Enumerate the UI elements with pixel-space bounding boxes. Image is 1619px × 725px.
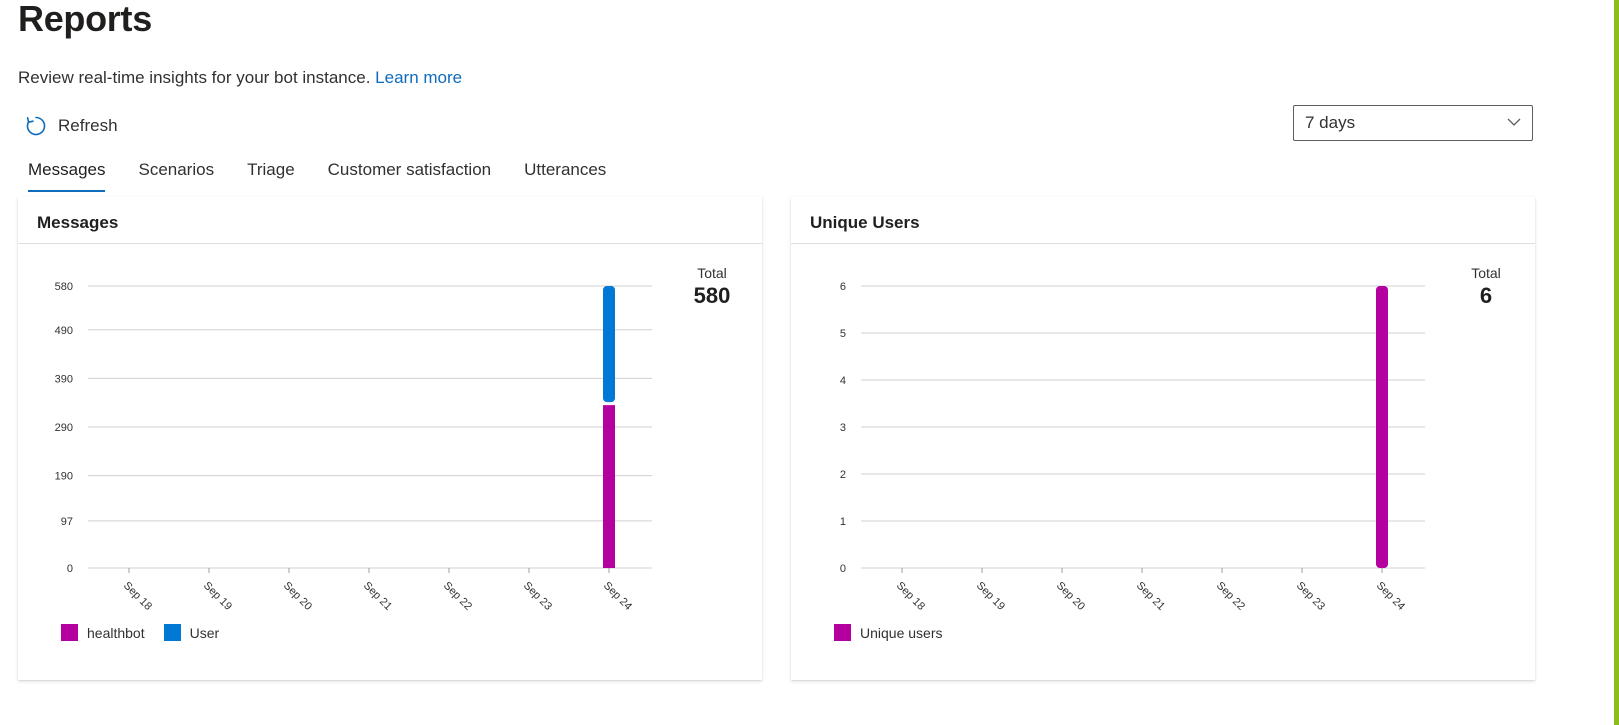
unique-users-chart: 0 1 2 3 4 5 6 Sep 18 Sep 19 Sep 20 Sep 21 Sep 22 Sep… [840,281,1425,613]
tab-messages[interactable]: Messages [28,160,106,192]
legend-swatch-user [163,624,181,641]
date-range-dropdown[interactable]: 7 days [1293,105,1533,141]
legend-swatch-healthbot [61,624,78,641]
unique-users-card-title: Unique Users [791,197,1535,244]
right-edge-accent [1614,0,1619,725]
legend-swatch-unique-users [834,624,851,641]
learn-more-link[interactable]: Learn more [375,68,463,87]
y-tick-label: 4 [840,375,846,387]
y-tick-label: 97 [61,516,73,528]
x-tick-label: Sep 19 [974,580,1007,613]
x-tick-label: Sep 24 [601,580,634,613]
y-tick-label: 580 [55,281,73,293]
y-tick-label: 2 [840,469,846,481]
y-tick-label: 3 [840,422,846,434]
legend-item-healthbot[interactable]: healthbot [61,624,145,641]
bar-user-sep-24 [603,286,615,403]
y-tick-label: 0 [840,563,846,575]
x-tick-label: Sep 22 [1214,580,1247,613]
y-tick-label: 5 [840,328,846,340]
description-text: Review real-time insights for your bot i… [18,68,371,87]
y-tick-label: 390 [55,373,73,385]
legend-label-user: User [189,624,220,641]
bar-healthbot-sep-24 [603,405,615,568]
x-tick-label: Sep 22 [441,580,474,613]
messages-card-title: Messages [18,197,762,244]
legend-item-user[interactable]: User [163,624,220,641]
legend-item-unique-users[interactable]: Unique users [834,624,943,641]
y-tick-label: 490 [55,325,73,337]
x-tick-label: Sep 19 [201,580,234,613]
messages-card: Messages 0 97 190 290 390 490 580 Sep 18 Sep 19 S… [18,197,762,680]
y-tick-label: 190 [55,471,73,483]
y-tick-label: 6 [840,281,846,293]
legend-label-unique-users: Unique users [860,624,943,641]
y-tick-label: 0 [67,563,73,575]
x-tick-label: Sep 21 [361,580,394,613]
x-tick-label: Sep 23 [1294,580,1327,613]
unique-users-total-value: 6 [1479,283,1493,308]
tab-utterances[interactable]: Utterances [524,160,607,179]
unique-users-card: Unique Users 0 1 2 3 4 5 6 Sep 18 Sep 19 Sep 20 Se… [791,197,1535,680]
messages-legend: healthbot User [61,624,238,641]
x-tick-label: Sep 24 [1374,580,1407,613]
messages-total-label: Total [697,265,727,281]
legend-label-healthbot: healthbot [87,624,145,641]
date-range-value: 7 days [1305,113,1356,132]
report-tabs: Messages Scenarios Triage Customer satis… [28,160,639,192]
x-tick-label: Sep 18 [121,580,154,613]
page-title: Reports [18,0,152,39]
messages-chart: 0 97 190 290 390 490 580 Sep 18 Sep 19 Sep 20 Sep … [55,281,652,613]
bar-unique-users-sep-24 [1376,286,1388,568]
unique-users-total-label: Total [1471,265,1501,281]
messages-total-value: 580 [693,283,731,308]
page-description: Review real-time insights for your bot i… [18,68,462,88]
x-tick-label: Sep 18 [894,580,927,613]
y-tick-label: 290 [55,422,73,434]
x-tick-label: Sep 20 [1054,580,1087,613]
refresh-label: Refresh [58,116,118,135]
tab-triage[interactable]: Triage [247,160,295,179]
unique-users-total: Total 6 [1446,265,1526,309]
refresh-button[interactable]: Refresh [24,112,118,140]
x-tick-label: Sep 23 [521,580,554,613]
tab-scenarios[interactable]: Scenarios [138,160,215,179]
messages-total: Total 580 [672,265,752,309]
unique-users-legend: Unique users [834,624,962,641]
y-tick-label: 1 [840,516,846,528]
x-tick-label: Sep 21 [1134,580,1167,613]
chevron-down-icon [1507,118,1521,126]
x-tick-label: Sep 20 [281,580,314,613]
refresh-icon [26,116,46,136]
tab-customer-satisfaction[interactable]: Customer satisfaction [327,160,492,179]
